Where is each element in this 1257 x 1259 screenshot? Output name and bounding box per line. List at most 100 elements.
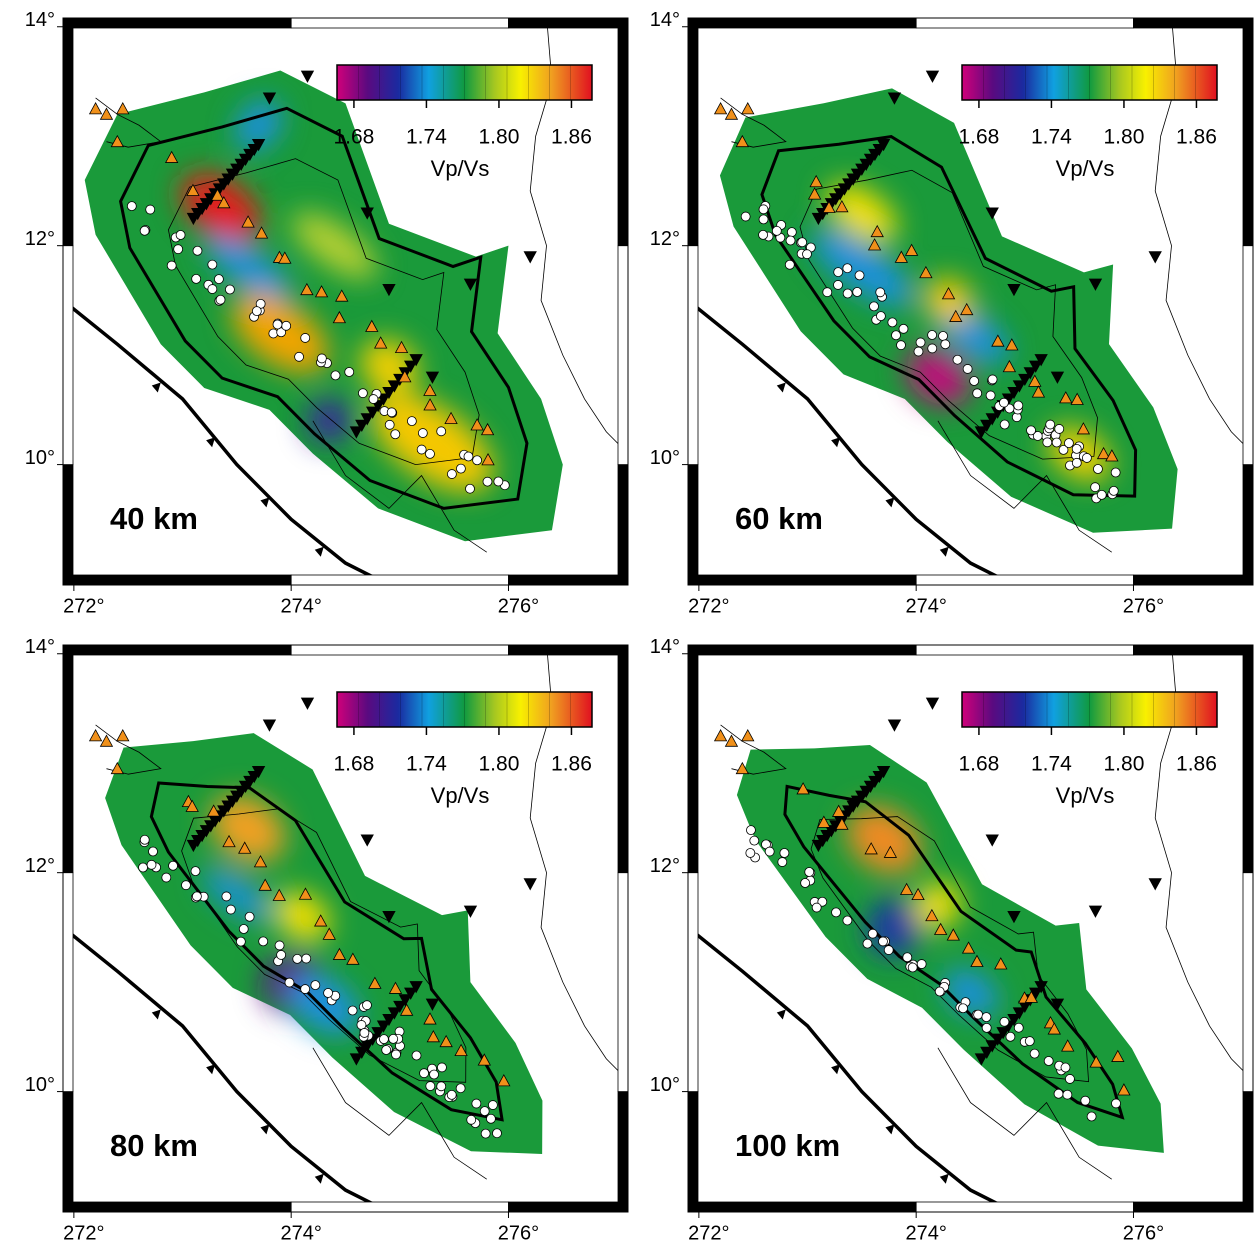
earthquake bbox=[360, 1028, 369, 1037]
lon-tick-label: 276° bbox=[498, 1222, 539, 1244]
volcano bbox=[715, 730, 727, 741]
earthquake bbox=[387, 408, 396, 417]
map-panel: 10°12°14°272°274°276°1.681.741.801.86Vp/… bbox=[650, 9, 1253, 617]
trench-tooth bbox=[831, 437, 840, 447]
earthquake bbox=[1081, 1096, 1090, 1105]
earthquake bbox=[746, 826, 755, 835]
earthquake bbox=[311, 981, 320, 990]
station bbox=[1149, 252, 1161, 263]
earthquake bbox=[418, 429, 427, 438]
earthquake bbox=[382, 1045, 391, 1054]
frame-bar bbox=[688, 18, 698, 246]
earthquake bbox=[1014, 1023, 1023, 1032]
frame-bar bbox=[291, 18, 508, 28]
earthquake bbox=[1082, 453, 1091, 462]
earthquake bbox=[301, 985, 310, 994]
frame-bar bbox=[63, 465, 73, 585]
lon-tick-label: 274° bbox=[280, 595, 321, 617]
frame-bar bbox=[688, 1202, 916, 1212]
earthquake bbox=[785, 260, 794, 269]
frame-bar bbox=[618, 18, 628, 246]
lat-tick-label: 10° bbox=[650, 447, 680, 469]
colorbar-tick-label: 1.74 bbox=[1031, 753, 1072, 776]
earthquake bbox=[191, 867, 200, 876]
earthquake bbox=[447, 470, 456, 479]
lat-tick-label: 14° bbox=[650, 9, 680, 31]
earthquake bbox=[486, 1114, 495, 1123]
earthquake bbox=[750, 836, 759, 845]
earthquake bbox=[973, 389, 982, 398]
earthquake bbox=[876, 312, 885, 321]
earthquake bbox=[236, 937, 245, 946]
earthquake bbox=[480, 1107, 489, 1116]
frame-bar bbox=[688, 465, 698, 585]
lon-tick-label: 276° bbox=[498, 595, 539, 617]
lat-tick-label: 14° bbox=[25, 9, 55, 31]
earthquake bbox=[765, 847, 774, 856]
earthquake bbox=[176, 230, 185, 239]
earthquake bbox=[193, 246, 202, 255]
volcano bbox=[117, 730, 129, 741]
earthquake bbox=[464, 452, 473, 461]
figure: 10°12°14°272°274°276°1.681.741.801.86Vp/… bbox=[0, 0, 1257, 1254]
station bbox=[524, 879, 536, 890]
earthquake bbox=[127, 202, 136, 211]
earthquake bbox=[1109, 486, 1118, 495]
earthquake bbox=[892, 331, 901, 340]
earthquake bbox=[225, 285, 234, 294]
trench-tooth bbox=[940, 1174, 949, 1184]
earthquake bbox=[391, 430, 400, 439]
frame-bar bbox=[1243, 18, 1253, 246]
frame-bar bbox=[508, 1202, 628, 1212]
earthquake bbox=[331, 371, 340, 380]
frame-bar bbox=[63, 645, 73, 873]
lat-tick-label: 12° bbox=[650, 855, 680, 877]
earthquake bbox=[802, 250, 811, 259]
earthquake bbox=[869, 302, 878, 311]
earthquake bbox=[1097, 490, 1106, 499]
earthquake bbox=[162, 873, 171, 882]
earthquake bbox=[928, 331, 937, 340]
map-panel: 10°12°14°272°274°276°1.681.741.801.86Vp/… bbox=[650, 636, 1253, 1244]
earthquake bbox=[208, 260, 217, 269]
earthquake bbox=[805, 868, 814, 877]
earthquake bbox=[456, 1084, 465, 1093]
lon-tick-label: 276° bbox=[1123, 595, 1164, 617]
lon-tick-label: 274° bbox=[905, 595, 946, 617]
earthquake bbox=[787, 228, 796, 237]
earthquake bbox=[465, 484, 474, 493]
lat-tick-label: 10° bbox=[25, 447, 55, 469]
earthquake bbox=[896, 341, 905, 350]
earthquake bbox=[741, 212, 750, 221]
earthquake bbox=[456, 464, 465, 473]
lon-tick-label: 272° bbox=[63, 595, 104, 617]
earthquake bbox=[345, 368, 354, 377]
earthquake bbox=[1030, 1049, 1039, 1058]
earthquake bbox=[285, 978, 294, 987]
lat-tick-label: 12° bbox=[25, 228, 55, 250]
lat-tick-label: 12° bbox=[25, 855, 55, 877]
frame-bar bbox=[916, 18, 1133, 28]
depth-label: 60 km bbox=[735, 501, 823, 536]
earthquake bbox=[169, 861, 178, 870]
earthquake bbox=[362, 1001, 371, 1010]
station bbox=[888, 720, 900, 731]
frame-bar bbox=[688, 1092, 698, 1212]
earthquake bbox=[167, 261, 176, 270]
earthquake bbox=[1052, 438, 1061, 447]
earthquake bbox=[1091, 483, 1100, 492]
earthquake bbox=[974, 1010, 983, 1019]
earthquake bbox=[379, 1035, 388, 1044]
earthquake bbox=[425, 449, 434, 458]
earthquake bbox=[277, 950, 286, 959]
trench-tooth bbox=[777, 383, 786, 393]
volcano bbox=[725, 735, 737, 746]
earthquake bbox=[982, 1013, 991, 1022]
trench-tooth bbox=[940, 547, 949, 557]
frame-bar bbox=[63, 645, 291, 655]
depth-label: 40 km bbox=[110, 501, 198, 536]
earthquake bbox=[935, 987, 944, 996]
earthquake bbox=[481, 1129, 490, 1138]
